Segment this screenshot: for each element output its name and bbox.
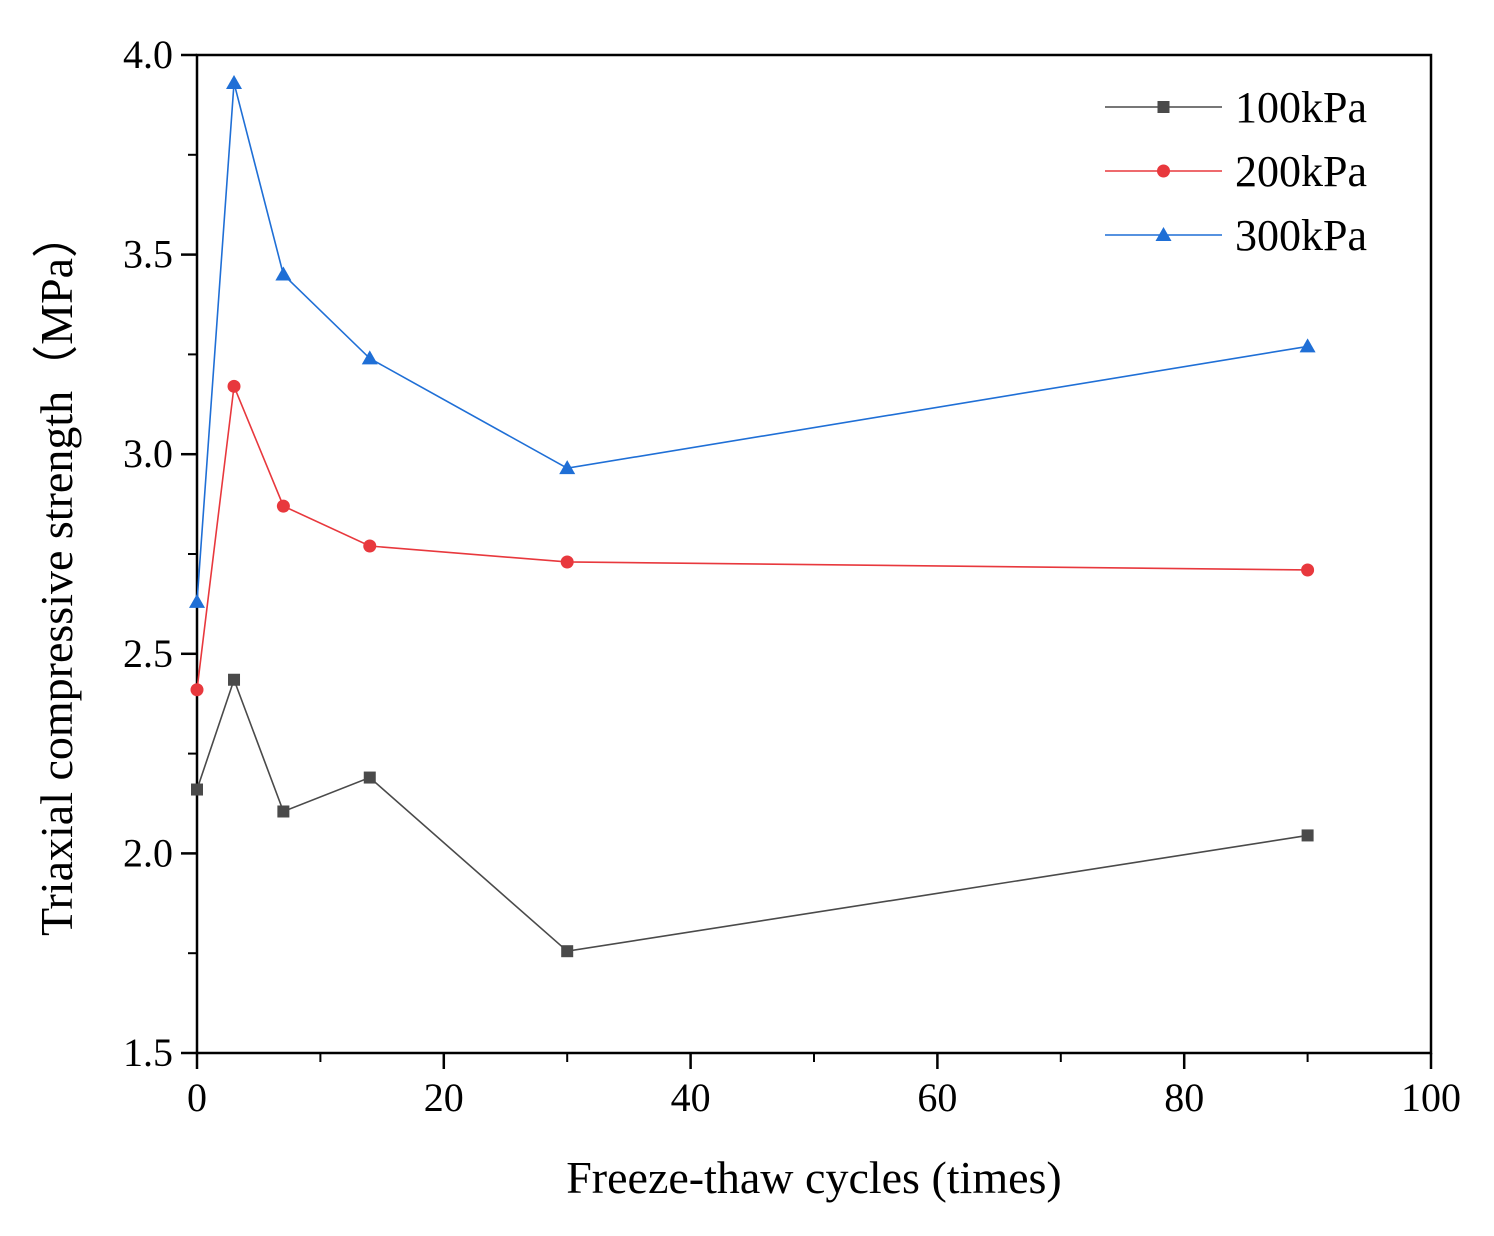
data-point bbox=[190, 683, 204, 697]
x-axis-title: Freeze-thaw cycles (times) bbox=[566, 1152, 1062, 1203]
legend-marker bbox=[1157, 101, 1170, 113]
y-tick-label: 3.5 bbox=[123, 232, 173, 277]
series-200kPa bbox=[190, 379, 1315, 697]
data-point bbox=[276, 499, 290, 513]
legend-item: 100kPa bbox=[1105, 83, 1367, 132]
data-point bbox=[277, 805, 290, 818]
x-tick-label: 60 bbox=[917, 1075, 957, 1120]
data-point bbox=[275, 266, 292, 281]
x-tick-label: 80 bbox=[1164, 1075, 1204, 1120]
legend-item: 300kPa bbox=[1105, 211, 1367, 260]
legend-marker bbox=[1155, 227, 1172, 241]
series-line bbox=[196, 677, 1308, 953]
data-point bbox=[1299, 338, 1316, 353]
x-tick-label: 40 bbox=[671, 1075, 711, 1120]
series-line bbox=[196, 82, 1308, 602]
series-300kPa bbox=[189, 74, 1316, 608]
data-point bbox=[363, 771, 376, 784]
legend: 100kPa 200kPa 300kPa bbox=[1105, 83, 1367, 260]
axis-ticks: 0 20 40 60 80 100 1.5 2.0 2.5 3.0 3.5 4.0 bbox=[123, 32, 1461, 1120]
legend-marker bbox=[1157, 164, 1170, 178]
y-tick-label: 3.0 bbox=[123, 431, 173, 476]
x-tick-label: 0 bbox=[187, 1075, 207, 1120]
y-tick-label: 2.5 bbox=[123, 631, 173, 676]
y-tick-label: 4.0 bbox=[123, 32, 173, 77]
plot-frame bbox=[195, 53, 1433, 1055]
data-point bbox=[361, 350, 378, 365]
legend-label: 100kPa bbox=[1235, 83, 1367, 132]
data-point bbox=[189, 593, 205, 608]
data-point bbox=[560, 555, 574, 569]
legend-label: 200kPa bbox=[1235, 147, 1367, 196]
data-point bbox=[1301, 829, 1314, 842]
data-point bbox=[363, 539, 377, 553]
data-point bbox=[226, 74, 243, 89]
data-point bbox=[227, 379, 241, 393]
legend-label: 300kPa bbox=[1235, 211, 1367, 260]
x-tick-label: 100 bbox=[1401, 1075, 1461, 1120]
data-point bbox=[561, 945, 574, 958]
series-layer bbox=[189, 74, 1316, 958]
data-point bbox=[559, 460, 576, 475]
y-tick-label: 2.0 bbox=[123, 830, 173, 875]
data-point bbox=[191, 783, 203, 796]
series-100kPa bbox=[191, 673, 1314, 958]
data-point bbox=[228, 673, 241, 686]
x-tick-label: 20 bbox=[424, 1075, 464, 1120]
data-point bbox=[1301, 563, 1315, 577]
series-line bbox=[196, 383, 1308, 690]
legend-item: 200kPa bbox=[1105, 147, 1367, 196]
y-tick-label: 1.5 bbox=[123, 1030, 173, 1075]
y-axis-title: Triaxial compressive strength（MPa） bbox=[31, 212, 82, 936]
